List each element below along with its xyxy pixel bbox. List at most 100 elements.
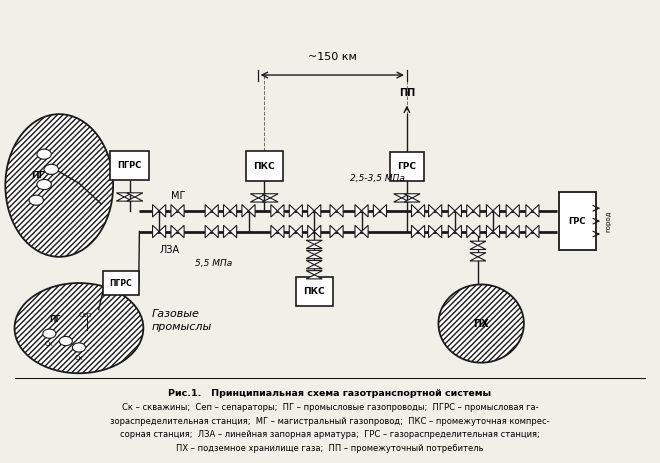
Text: Газовые: Газовые <box>151 309 199 319</box>
Polygon shape <box>116 193 132 197</box>
Polygon shape <box>178 225 184 238</box>
Polygon shape <box>289 225 296 238</box>
Polygon shape <box>212 225 218 238</box>
Polygon shape <box>486 205 493 217</box>
Polygon shape <box>533 205 539 217</box>
Polygon shape <box>308 205 314 217</box>
Polygon shape <box>262 198 278 202</box>
Polygon shape <box>116 197 132 201</box>
Bar <box>103 270 139 295</box>
Circle shape <box>44 164 59 175</box>
Polygon shape <box>506 205 513 217</box>
Polygon shape <box>428 205 435 217</box>
Text: 2,5-3,5 МПа: 2,5-3,5 МПа <box>350 174 405 183</box>
Polygon shape <box>277 225 284 238</box>
Polygon shape <box>159 205 166 217</box>
Polygon shape <box>418 225 424 238</box>
Polygon shape <box>473 225 480 238</box>
Polygon shape <box>271 205 277 217</box>
Polygon shape <box>467 225 473 238</box>
Text: ПГ: ПГ <box>32 171 45 180</box>
Polygon shape <box>250 194 267 198</box>
Polygon shape <box>262 194 278 198</box>
Polygon shape <box>470 257 486 261</box>
Polygon shape <box>212 205 218 217</box>
Polygon shape <box>513 205 519 217</box>
Polygon shape <box>473 205 480 217</box>
Text: ПКС: ПКС <box>304 287 325 296</box>
Polygon shape <box>330 225 337 238</box>
Polygon shape <box>306 261 322 265</box>
Polygon shape <box>337 205 343 217</box>
Polygon shape <box>296 205 302 217</box>
Polygon shape <box>127 197 143 201</box>
Text: ~150 км: ~150 км <box>308 52 357 62</box>
Polygon shape <box>506 225 513 238</box>
Polygon shape <box>448 205 455 217</box>
Polygon shape <box>393 194 410 198</box>
Circle shape <box>43 329 56 338</box>
Text: ПХ: ПХ <box>473 319 489 329</box>
Polygon shape <box>171 225 178 238</box>
Polygon shape <box>493 225 500 238</box>
Polygon shape <box>127 193 143 197</box>
Bar <box>559 193 595 250</box>
Polygon shape <box>242 205 249 217</box>
Text: Ск: Ск <box>75 355 83 361</box>
Polygon shape <box>306 270 322 275</box>
Polygon shape <box>411 225 418 238</box>
Polygon shape <box>526 225 533 238</box>
Text: ЛЗА: ЛЗА <box>159 245 180 255</box>
Polygon shape <box>418 205 424 217</box>
Polygon shape <box>493 205 500 217</box>
Polygon shape <box>470 241 486 245</box>
Text: промыслы: промыслы <box>151 322 211 332</box>
Polygon shape <box>435 225 442 238</box>
Text: Сеп: Сеп <box>79 312 92 318</box>
Bar <box>296 277 333 306</box>
Text: Ск: Ск <box>45 341 53 347</box>
Polygon shape <box>250 198 267 202</box>
Polygon shape <box>249 205 255 217</box>
Text: Рис.1.   Принципиальная схема газотранспортной системы: Рис.1. Принципиальная схема газотранспор… <box>168 389 492 398</box>
Polygon shape <box>455 205 461 217</box>
Text: ГРС: ГРС <box>568 217 586 225</box>
Polygon shape <box>152 225 159 238</box>
Polygon shape <box>152 205 159 217</box>
Circle shape <box>37 149 51 159</box>
Circle shape <box>59 337 73 346</box>
Polygon shape <box>205 205 212 217</box>
Polygon shape <box>467 205 473 217</box>
Text: Ск – скважины;  Сеп – сепараторы;  ПГ – промысловые газопроводы;  ПГРС – промысл: Ск – скважины; Сеп – сепараторы; ПГ – пр… <box>121 403 539 412</box>
Circle shape <box>15 283 143 373</box>
Polygon shape <box>224 225 230 238</box>
Polygon shape <box>306 250 322 255</box>
Circle shape <box>73 343 86 352</box>
Polygon shape <box>393 198 410 202</box>
Polygon shape <box>374 205 380 217</box>
Polygon shape <box>470 253 486 257</box>
Polygon shape <box>230 205 237 217</box>
Bar <box>246 151 282 181</box>
Polygon shape <box>230 225 237 238</box>
Circle shape <box>37 180 51 190</box>
Polygon shape <box>380 205 387 217</box>
Polygon shape <box>526 205 533 217</box>
Polygon shape <box>533 225 539 238</box>
Text: ПХ – подземное хранилище газа;  ПП – промежуточный потребитель: ПХ – подземное хранилище газа; ПП – пром… <box>176 444 484 453</box>
Polygon shape <box>435 205 442 217</box>
Polygon shape <box>362 225 368 238</box>
Polygon shape <box>308 225 314 238</box>
Bar <box>390 152 424 181</box>
Polygon shape <box>296 225 302 238</box>
Polygon shape <box>455 225 461 238</box>
Text: ПГРС: ПГРС <box>110 279 133 288</box>
Polygon shape <box>411 205 418 217</box>
Text: сорная станция;  ЛЗА – линейная запорная арматура;  ГРС – газораспределительная : сорная станция; ЛЗА – линейная запорная … <box>120 430 540 439</box>
Polygon shape <box>314 225 321 238</box>
Polygon shape <box>448 225 455 238</box>
Polygon shape <box>404 198 420 202</box>
Polygon shape <box>171 205 178 217</box>
Polygon shape <box>470 245 486 250</box>
Text: ПГ: ПГ <box>50 315 61 325</box>
